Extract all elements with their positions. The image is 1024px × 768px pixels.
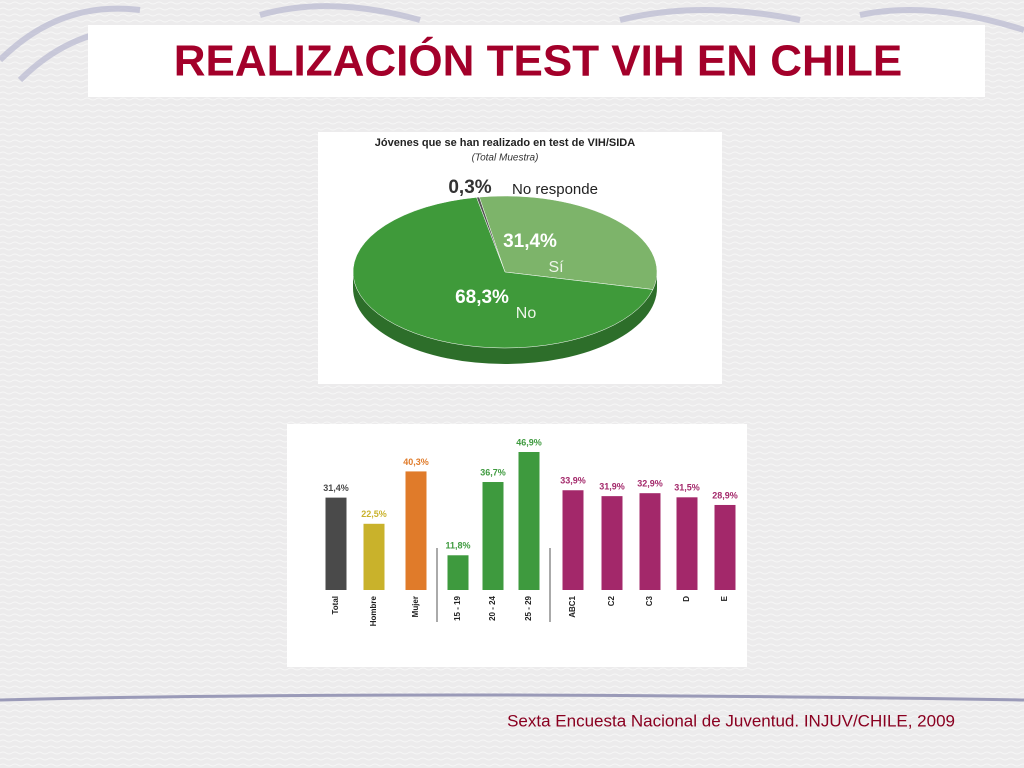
bar-value-label: 31,9% — [599, 482, 625, 492]
bar — [518, 452, 540, 590]
bar-value-label: 46,9% — [516, 437, 542, 447]
x-tick-label: 20 - 24 — [488, 595, 497, 620]
bar-value-label: 22,5% — [361, 509, 387, 519]
decoration — [0, 3, 1024, 83]
bar-value-label: 36,7% — [480, 467, 506, 477]
bar-value-label: 31,5% — [674, 483, 700, 493]
bar — [325, 497, 347, 590]
pie-title: Jóvenes que se han realizado en test de … — [375, 137, 635, 149]
bar-value-label: 31,4% — [323, 483, 349, 493]
bar — [562, 490, 584, 590]
bar-value-label: 28,9% — [712, 490, 738, 500]
pie-category-label: Sí — [548, 259, 564, 276]
pie-slice — [478, 195, 658, 290]
title-box — [88, 25, 985, 97]
bar — [601, 496, 623, 590]
x-tick-label: ABC1 — [568, 595, 577, 617]
x-tick-label: 15 - 19 — [453, 595, 462, 620]
pie-subtitle: (Total Muestra) — [472, 153, 539, 164]
x-tick-label: Hombre — [369, 595, 378, 626]
x-tick-label: Mujer — [411, 596, 420, 617]
pie-value-label: 68,3% — [455, 287, 509, 308]
pie-slice — [352, 197, 654, 349]
pie-category-label: No responde — [512, 181, 598, 198]
x-tick-label: C2 — [607, 595, 616, 606]
divider — [0, 693, 1024, 702]
bar — [639, 493, 661, 590]
bar-value-label: 32,9% — [637, 479, 663, 489]
x-tick-label: D — [682, 596, 691, 602]
bar — [482, 482, 504, 590]
source-note: Sexta Encuesta Nacional de Juventud. INJ… — [507, 711, 955, 730]
pie-value-label: 0,3% — [448, 177, 491, 198]
slide-title: REALIZACIÓN TEST VIH EN CHILE — [174, 36, 902, 86]
x-tick-label: 25 - 29 — [524, 595, 533, 620]
bar-value-label: 11,8% — [445, 541, 470, 551]
bar — [363, 523, 385, 590]
bar — [447, 555, 469, 590]
x-tick-label: E — [720, 595, 729, 601]
bar — [405, 471, 427, 590]
bar-value-label: 33,9% — [560, 476, 586, 486]
pie-category-label: No — [516, 305, 537, 322]
bar — [676, 497, 698, 590]
x-tick-label: C3 — [645, 595, 654, 606]
bar — [714, 504, 736, 590]
bar-value-label: 40,3% — [403, 457, 429, 467]
x-tick-label: Total — [331, 596, 340, 615]
pie-value-label: 31,4% — [503, 231, 557, 252]
